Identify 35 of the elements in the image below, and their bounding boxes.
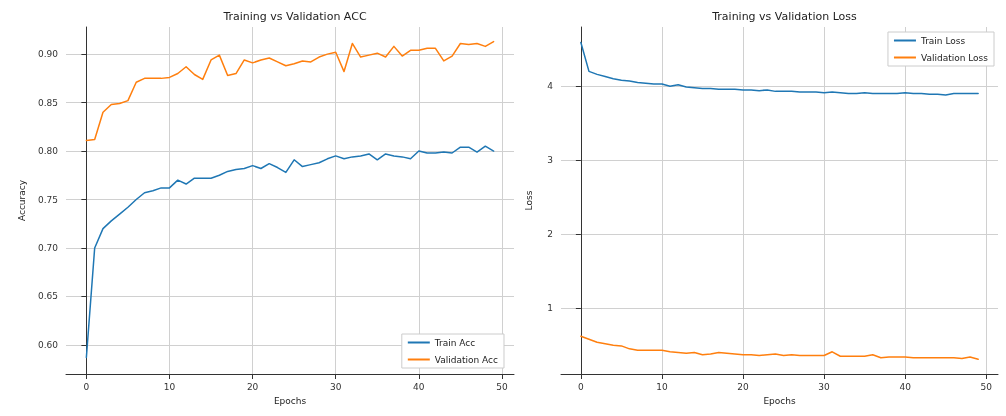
legend-label: Validation Acc bbox=[434, 354, 499, 365]
legend-label: Train Loss bbox=[919, 35, 966, 46]
y-tick-label: 3 bbox=[547, 155, 553, 166]
x-tick-label: 20 bbox=[246, 381, 259, 392]
y-tick-label: 0.80 bbox=[37, 146, 59, 157]
x-tick-label: 10 bbox=[656, 381, 668, 392]
legend-label: Validation Loss bbox=[920, 52, 989, 63]
x-tick-label: 0 bbox=[578, 381, 584, 392]
line-series bbox=[85, 40, 495, 142]
line-series bbox=[580, 335, 979, 360]
x-tick-label: 10 bbox=[163, 381, 176, 392]
x-axis-title: Epochs bbox=[273, 395, 307, 406]
x-tick-label: 40 bbox=[413, 381, 425, 392]
y-tick-label: 4 bbox=[547, 81, 554, 92]
y-tick-label: 2 bbox=[547, 229, 553, 240]
x-tick-label: 0 bbox=[83, 381, 90, 392]
x-tick-label: 50 bbox=[980, 381, 993, 392]
y-tick-label: 0.85 bbox=[37, 97, 58, 108]
chart-title: Training vs Validation ACC bbox=[222, 10, 367, 23]
y-tick-label: 0.90 bbox=[37, 49, 59, 60]
x-tick-label: 20 bbox=[737, 381, 750, 392]
x-tick-label: 30 bbox=[818, 381, 831, 392]
y-tick-label: 0.60 bbox=[37, 339, 59, 350]
x-tick-label: 40 bbox=[899, 381, 912, 392]
chart-title: Training vs Validation Loss bbox=[711, 10, 858, 23]
y-axis-title: Loss bbox=[523, 190, 534, 211]
y-tick-label: 1 bbox=[547, 303, 553, 314]
x-axis-title: Epochs bbox=[763, 395, 796, 406]
y-tick-label: 0.75 bbox=[37, 194, 58, 205]
x-tick-label: 50 bbox=[496, 381, 508, 392]
legend-label: Train Acc bbox=[433, 337, 476, 348]
y-tick-label: 0.70 bbox=[37, 242, 59, 253]
x-tick-label: 30 bbox=[329, 381, 342, 392]
y-tick-label: 0.65 bbox=[37, 291, 58, 302]
y-axis-title: Accuracy bbox=[16, 179, 27, 222]
